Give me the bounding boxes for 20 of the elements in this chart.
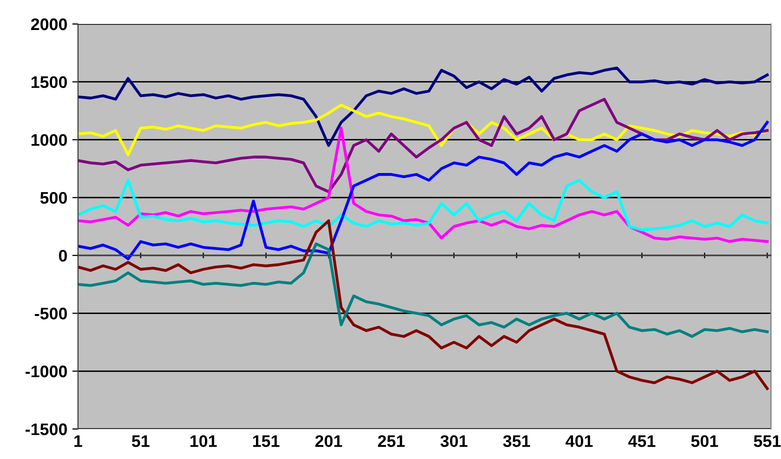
x-tick-label: 401 <box>566 435 593 448</box>
x-tick-label: 451 <box>628 435 656 448</box>
x-tick-label: 151 <box>253 435 280 448</box>
x-tick-label: 1 <box>74 435 82 447</box>
x-tick-label: 51 <box>132 435 150 448</box>
x-tick-label: 551 <box>754 435 781 448</box>
y-tick-label: -1000 <box>26 366 67 378</box>
x-tick-label: 351 <box>503 435 530 448</box>
y-tick-label: 2000 <box>31 18 67 30</box>
y-tick-label: 500 <box>40 192 67 204</box>
y-tick-label: -1500 <box>26 423 67 436</box>
x-tick-label: 301 <box>440 435 468 448</box>
y-tick-label: 1500 <box>32 76 67 88</box>
x-tick-label: 251 <box>378 435 405 448</box>
x-tick-label: 101 <box>190 435 217 448</box>
y-tick-label: -500 <box>34 308 67 320</box>
x-tick-label: 201 <box>315 435 342 448</box>
y-tick-label: 1000 <box>32 134 67 146</box>
x-tick-label: 501 <box>691 435 718 448</box>
y-tick-label: 0 <box>58 250 67 262</box>
